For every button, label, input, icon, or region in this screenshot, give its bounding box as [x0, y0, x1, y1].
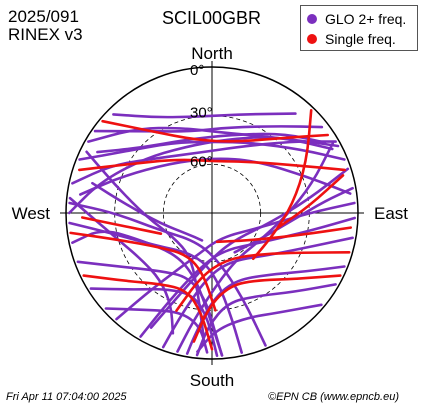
glo-track-1 [78, 140, 346, 161]
single-track-5 [192, 274, 342, 343]
glo-track-19 [196, 303, 323, 353]
glo-track-6 [112, 112, 297, 119]
legend-label-glo: GLO 2+ freq. [325, 11, 407, 27]
single-track-9 [277, 174, 345, 229]
timestamp-footer: Fri Apr 11 07:04:00 2025 [6, 391, 127, 403]
legend-marker-single [307, 34, 317, 44]
glo-track-18 [115, 201, 356, 321]
glo-track-13 [104, 307, 209, 354]
legend-label-single: Single freq. [325, 31, 396, 47]
elevation-label-2: 60° [190, 153, 213, 170]
glo-track-10 [76, 260, 224, 357]
legend-item-single: Single freq. [307, 30, 396, 48]
label-layer: North South East West 0° 30° 60° [12, 44, 409, 390]
track-layer [67, 109, 356, 357]
elevation-label-0: 0° [190, 62, 204, 79]
legend-marker-glo [307, 14, 317, 24]
glo-track-25 [68, 196, 175, 335]
single-track-6 [215, 226, 352, 244]
glo-track-5 [96, 132, 327, 154]
direction-label-north: North [191, 44, 233, 63]
glo-track-12 [68, 201, 267, 347]
glo-track-15 [139, 216, 356, 338]
glo-track-4 [67, 136, 334, 215]
single-track-8 [81, 216, 163, 235]
glo-track-3 [93, 125, 324, 133]
glo-track-9 [68, 221, 243, 354]
legend: GLO 2+ freq. Single freq. [300, 5, 418, 51]
credit-footer: ©EPN CB (www.epncb.eu) [268, 391, 399, 403]
direction-label-south: South [190, 371, 234, 390]
legend-item-glo: GLO 2+ freq. [307, 10, 406, 28]
station-title: SCIL00GBR [162, 8, 262, 28]
single-track-0 [101, 119, 329, 143]
single-track-2 [69, 231, 217, 312]
single-track-7 [251, 109, 313, 261]
glo-track-17 [195, 283, 337, 357]
glo-track-11 [89, 287, 219, 357]
date-label: 2025/091 [8, 7, 79, 26]
glo-track-2 [71, 140, 337, 185]
rinex-version-label: RINEX v3 [8, 25, 83, 44]
single-track-3 [82, 274, 214, 351]
single-track-1 [78, 158, 346, 172]
direction-label-east: East [374, 204, 408, 223]
elevation-label-1: 30° [190, 105, 213, 122]
direction-label-west: West [12, 204, 51, 223]
